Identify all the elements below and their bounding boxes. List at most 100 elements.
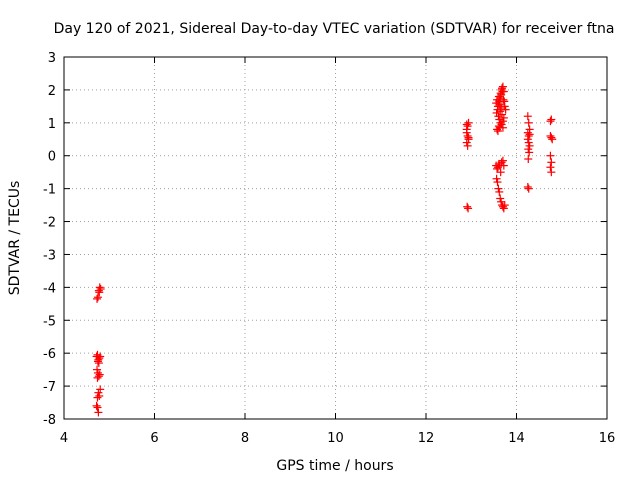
data-point xyxy=(94,359,103,368)
y-tick-label: -4 xyxy=(43,281,56,296)
data-point xyxy=(524,155,533,164)
grid xyxy=(64,57,607,419)
y-tick-label: 3 xyxy=(48,51,56,66)
y-axis-label: SDTVAR / TECUs xyxy=(7,181,23,296)
x-axis-label: GPS time / hours xyxy=(276,458,393,474)
y-tick-label: -1 xyxy=(43,183,56,198)
data-point xyxy=(523,135,532,144)
data-point xyxy=(492,108,501,117)
data-point xyxy=(95,391,104,400)
data-point xyxy=(498,82,507,91)
data-point xyxy=(96,285,105,294)
data-point xyxy=(525,130,534,139)
y-tick-label: 0 xyxy=(48,150,56,165)
data-point xyxy=(546,117,555,126)
data-point xyxy=(499,204,508,213)
data-point xyxy=(94,372,103,381)
data-point xyxy=(493,127,502,136)
data-point xyxy=(96,352,105,361)
data-point xyxy=(498,123,507,132)
data-point xyxy=(497,120,506,129)
x-tick-label: 4 xyxy=(60,431,68,446)
x-tick-label: 16 xyxy=(599,431,616,446)
data-point xyxy=(546,131,555,140)
data-point xyxy=(462,125,471,134)
data-point xyxy=(494,112,503,121)
y-tick-label: -2 xyxy=(43,216,56,231)
data-point xyxy=(463,131,472,140)
data-point xyxy=(96,385,105,394)
data-point xyxy=(523,182,532,191)
data-point xyxy=(499,113,508,122)
data-point xyxy=(547,133,556,142)
data-point xyxy=(93,293,102,302)
data-point xyxy=(500,201,509,210)
data-point xyxy=(547,168,556,177)
data-point xyxy=(496,168,505,177)
data-point xyxy=(93,373,102,382)
data-point xyxy=(547,115,556,124)
y-tick-label: 2 xyxy=(48,84,56,99)
data-point xyxy=(498,110,507,119)
data-point xyxy=(546,163,555,172)
data-point xyxy=(492,174,501,183)
data-point xyxy=(463,202,472,211)
data-point xyxy=(500,102,509,111)
x-tick-label: 14 xyxy=(508,431,525,446)
data-point xyxy=(93,393,102,402)
data-points xyxy=(92,82,557,417)
data-point xyxy=(497,197,506,206)
data-point xyxy=(496,107,505,116)
data-point xyxy=(494,184,503,193)
data-point xyxy=(524,118,533,127)
x-tick-label: 10 xyxy=(327,431,344,446)
data-point xyxy=(546,151,555,160)
data-point xyxy=(95,288,104,297)
data-point xyxy=(493,178,502,187)
data-point xyxy=(501,105,510,114)
data-point xyxy=(499,161,508,170)
data-point xyxy=(547,158,556,167)
data-point xyxy=(94,388,103,397)
data-point xyxy=(464,118,473,127)
data-point xyxy=(548,135,557,144)
data-point xyxy=(93,294,102,303)
data-point xyxy=(93,403,102,412)
data-point xyxy=(496,94,505,103)
data-point xyxy=(493,163,502,172)
y-tick-label: -5 xyxy=(43,314,56,329)
data-point xyxy=(524,184,533,193)
data-point xyxy=(464,204,473,213)
y-tick-label: -8 xyxy=(43,413,56,428)
data-point xyxy=(525,148,534,157)
data-point xyxy=(524,145,533,154)
data-point xyxy=(498,84,507,93)
y-tick-label: -7 xyxy=(43,380,56,395)
y-tick-label: 1 xyxy=(48,117,56,132)
chart-title: Day 120 of 2021, Sidereal Day-to-day VTE… xyxy=(54,21,615,37)
data-point xyxy=(464,133,473,142)
x-tick-label: 12 xyxy=(418,431,435,446)
data-point xyxy=(92,401,101,410)
y-tick-label: -6 xyxy=(43,347,56,362)
data-point xyxy=(523,112,532,121)
data-point xyxy=(93,365,102,374)
data-point xyxy=(495,97,504,106)
data-point xyxy=(498,156,507,165)
data-point xyxy=(497,104,506,113)
data-point xyxy=(94,408,103,417)
data-point xyxy=(463,141,472,150)
data-point xyxy=(496,194,505,203)
data-point xyxy=(498,202,507,211)
x-tick-label: 6 xyxy=(150,431,158,446)
data-point xyxy=(499,87,508,96)
y-tick-label: -3 xyxy=(43,248,56,263)
data-point xyxy=(93,357,102,366)
data-point xyxy=(463,122,472,131)
data-point xyxy=(496,118,505,127)
data-point xyxy=(494,99,503,108)
data-point xyxy=(462,138,471,147)
x-tick-label: 8 xyxy=(241,431,249,446)
